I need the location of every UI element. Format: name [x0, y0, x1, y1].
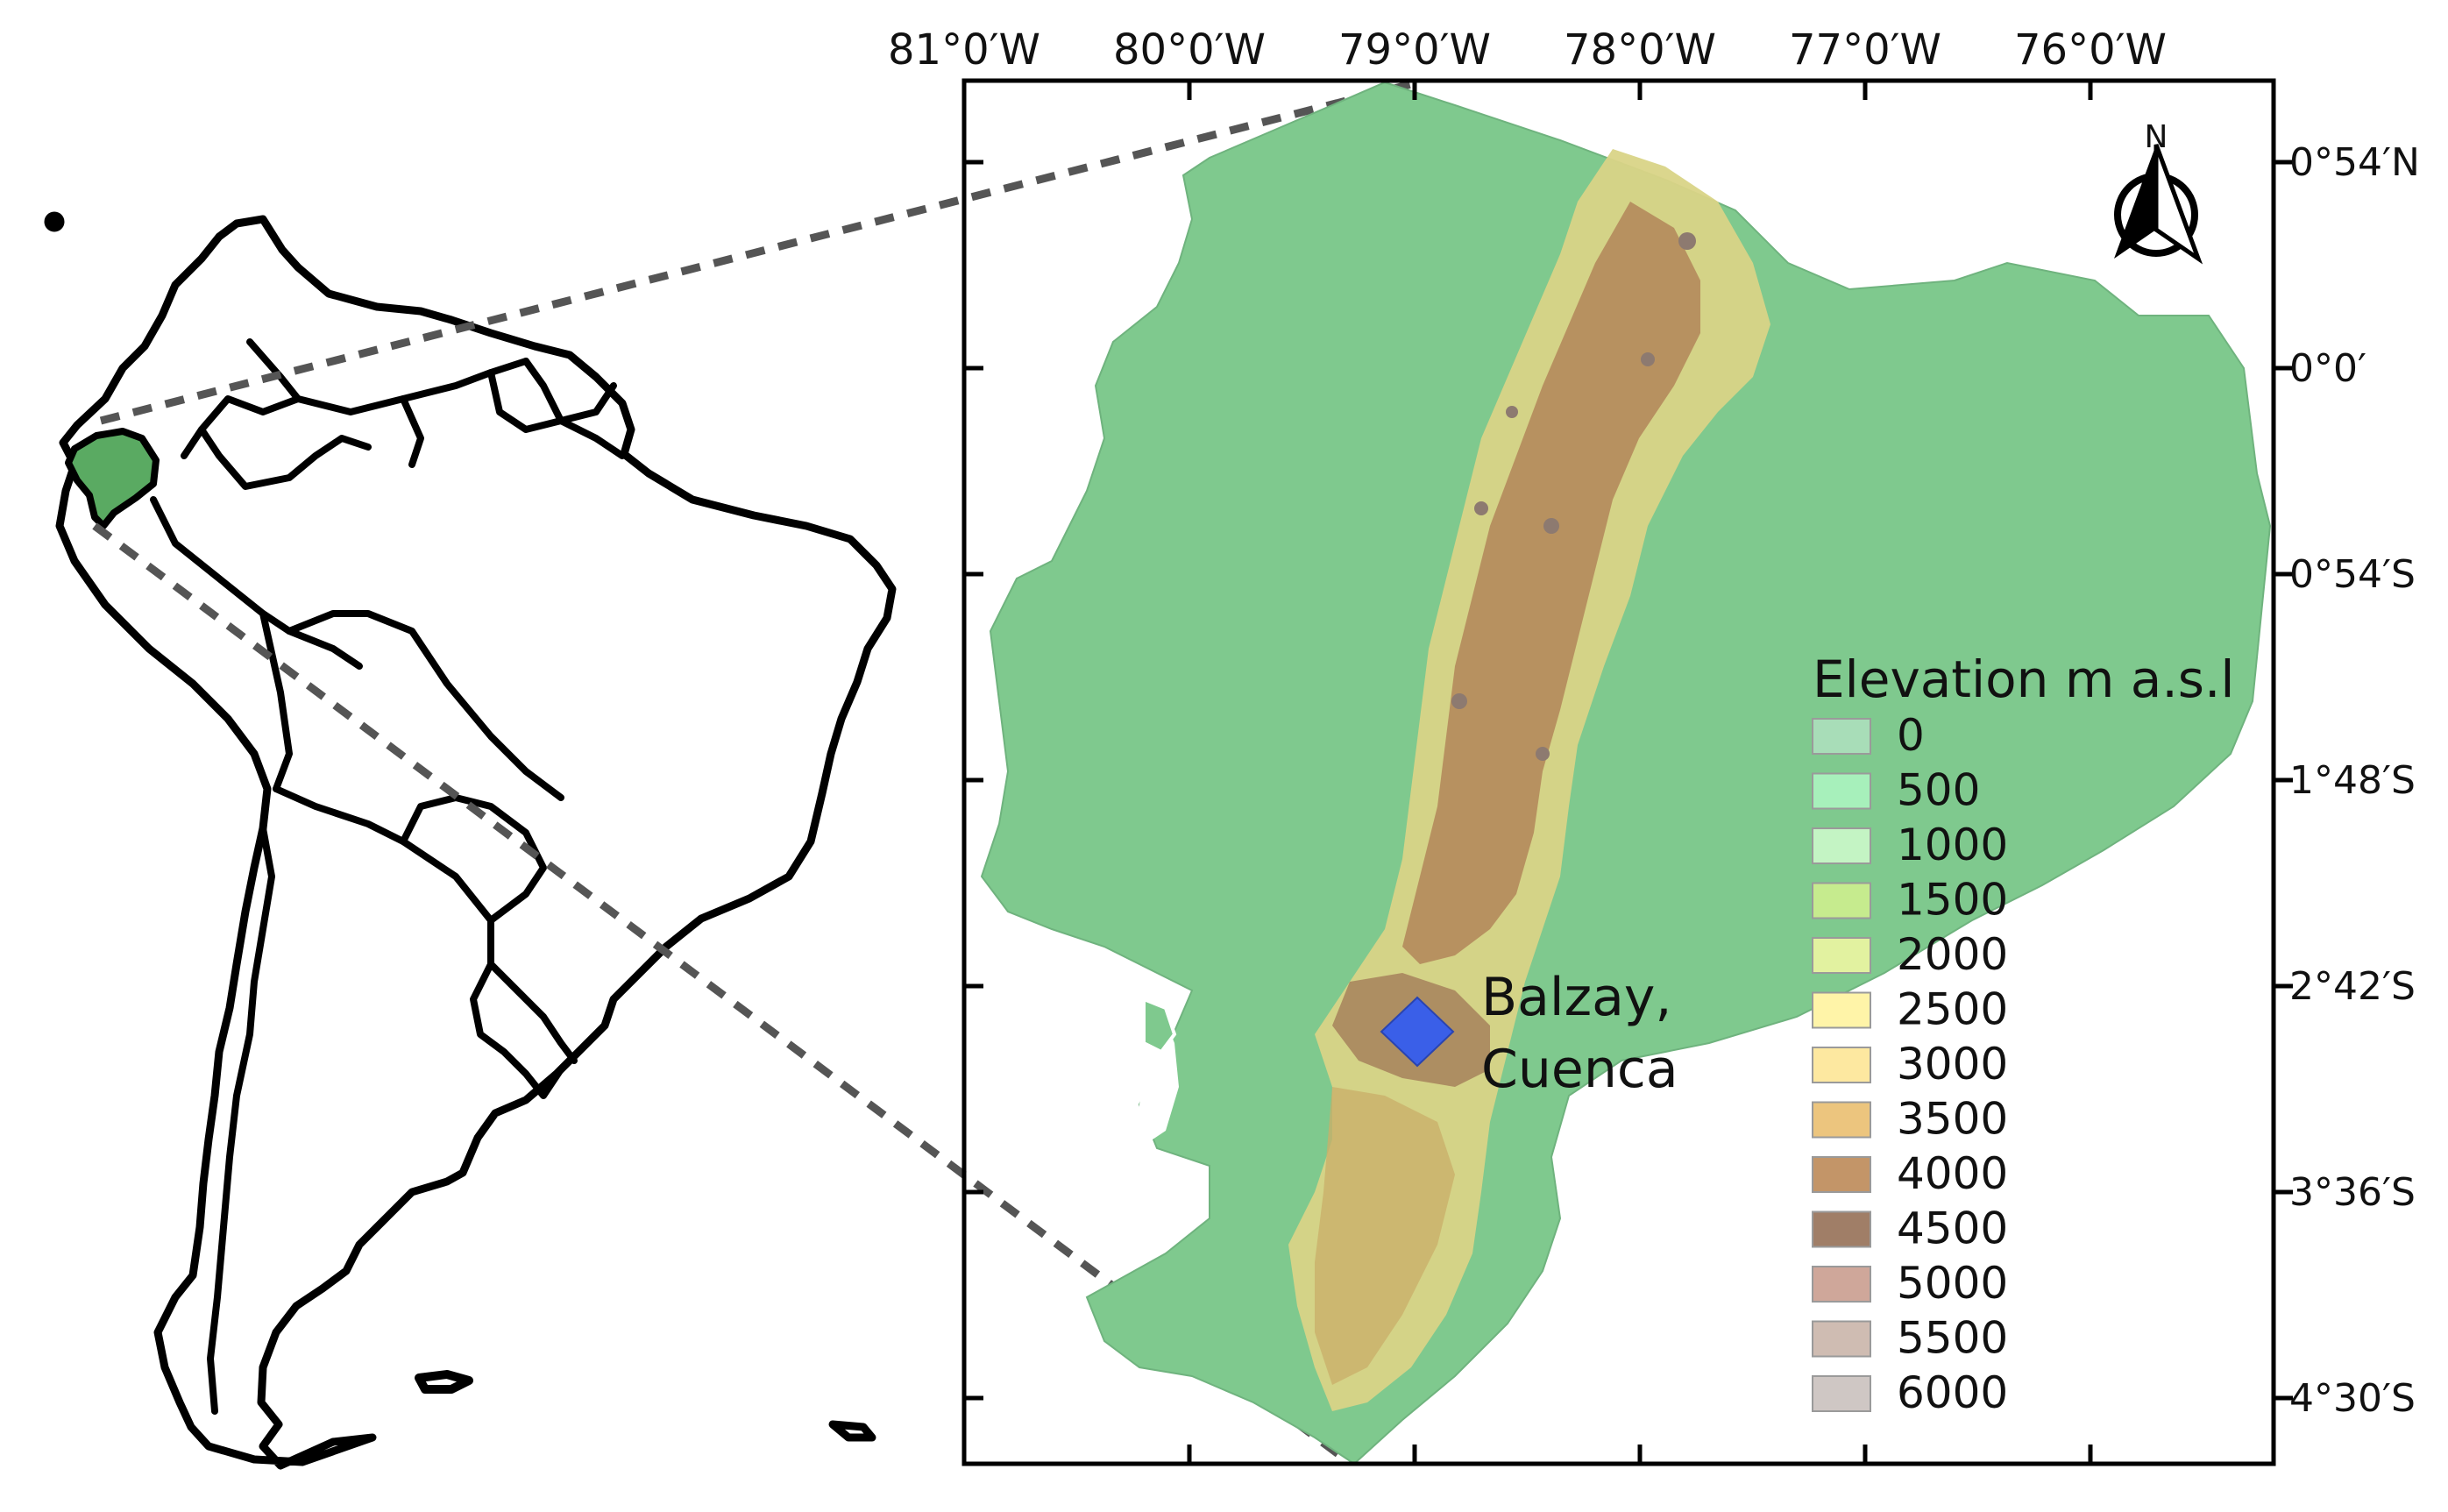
- elevation-legend: Elevation m a.s.l 0500100015002000250030…: [1812, 650, 2235, 1418]
- legend-title: Elevation m a.s.l: [1813, 650, 2235, 709]
- top-axis-label: 77°0′W: [1789, 25, 1941, 75]
- andes-high-elevation: [1402, 202, 1700, 964]
- north-arrow-label: N: [2145, 119, 2168, 155]
- inset-falkland-islands: [415, 1370, 473, 1394]
- right-axis-label: 0°54′N: [2289, 140, 2420, 185]
- legend-swatch: [1812, 1210, 1871, 1248]
- legend-swatch: [1812, 1320, 1871, 1358]
- right-axis-label: 4°30′S: [2289, 1376, 2416, 1421]
- legend-swatch: [1812, 1375, 1871, 1412]
- legend-swatch: [1812, 882, 1871, 919]
- axis-ticks: [964, 81, 2293, 1464]
- right-axis-label: 3°36′S: [2289, 1170, 2416, 1215]
- legend-label: 2500: [1897, 984, 2008, 1035]
- legend-label: 3000: [1897, 1039, 2008, 1090]
- top-axis-label: 76°0′W: [2014, 25, 2167, 75]
- legend-swatch: [1812, 827, 1871, 864]
- legend-label: 4000: [1897, 1148, 2008, 1199]
- inset-ecuador-highlight: [65, 428, 160, 529]
- legend-swatch: [1812, 772, 1871, 810]
- legend-swatch: [1812, 1047, 1871, 1083]
- north-arrow-icon: N: [2114, 119, 2203, 265]
- legend-swatch: [1812, 1266, 1871, 1303]
- legend-label: 5000: [1897, 1258, 2008, 1309]
- puna-island: [1142, 997, 1177, 1054]
- top-axis-label: 79°0′W: [1338, 25, 1491, 75]
- leader-line-top: [99, 80, 1413, 425]
- legend-label: 2000: [1897, 929, 2008, 980]
- legend-label: 4500: [1897, 1203, 2008, 1254]
- legend-swatch: [1812, 718, 1871, 755]
- top-axis-label: 80°0′W: [1113, 25, 1266, 75]
- south-america-inset-map: [44, 211, 897, 1470]
- right-axis-label: 2°42′S: [2289, 964, 2416, 1009]
- volcano-peaks: [1451, 232, 1696, 761]
- legend-items: 0500100015002000250030003500400045005000…: [1812, 710, 2008, 1418]
- diamond-marker-icon: [1380, 996, 1455, 1068]
- top-axis-label: 78°0′W: [1564, 25, 1716, 75]
- legend-swatch: [1812, 1156, 1871, 1193]
- inset-island-south: [828, 1420, 876, 1442]
- legend-label: 500: [1897, 765, 1980, 816]
- legend-label: 3500: [1897, 1094, 2008, 1145]
- right-axis-label: 0°54′S: [2289, 552, 2416, 597]
- site-label-line1: Balzay,: [1481, 967, 1671, 1028]
- legend-swatch: [1812, 991, 1871, 1029]
- right-axis-label: 1°48′S: [2289, 758, 2416, 803]
- top-axis-labels: 81°0′W 80°0′W 79°0′W 78°0′W 77°0′W 76°0′…: [888, 25, 2167, 75]
- legend-swatch: [1812, 937, 1871, 974]
- balzay-site-marker: Balzay, Cuenca: [1380, 967, 1678, 1100]
- legend-swatch: [1812, 1101, 1871, 1139]
- right-axis-label: 0°0′: [2289, 346, 2366, 391]
- legend-label: 1500: [1897, 875, 2008, 926]
- legend-label: 5500: [1897, 1313, 2008, 1364]
- top-axis-label: 81°0′W: [888, 25, 1040, 75]
- legend-label: 1000: [1897, 820, 2008, 870]
- andes-south-ridge: [1315, 1087, 1455, 1385]
- legend-label: 0: [1897, 710, 1925, 761]
- legend-label: 6000: [1897, 1367, 2008, 1418]
- ecuador-elevation-map: [980, 81, 2272, 1464]
- inset-galapagos-dot: [44, 211, 65, 232]
- right-axis-labels: 0°54′N 0°0′ 0°54′S 1°48′S 2°42′S 3°36′S …: [2289, 140, 2420, 1421]
- site-label-line2: Cuenca: [1481, 1039, 1678, 1100]
- south-america-outline: [55, 215, 897, 1470]
- map-frame: [961, 78, 2276, 1466]
- ecuador-lowlands: [980, 81, 2272, 1464]
- country-borders: [150, 338, 626, 1415]
